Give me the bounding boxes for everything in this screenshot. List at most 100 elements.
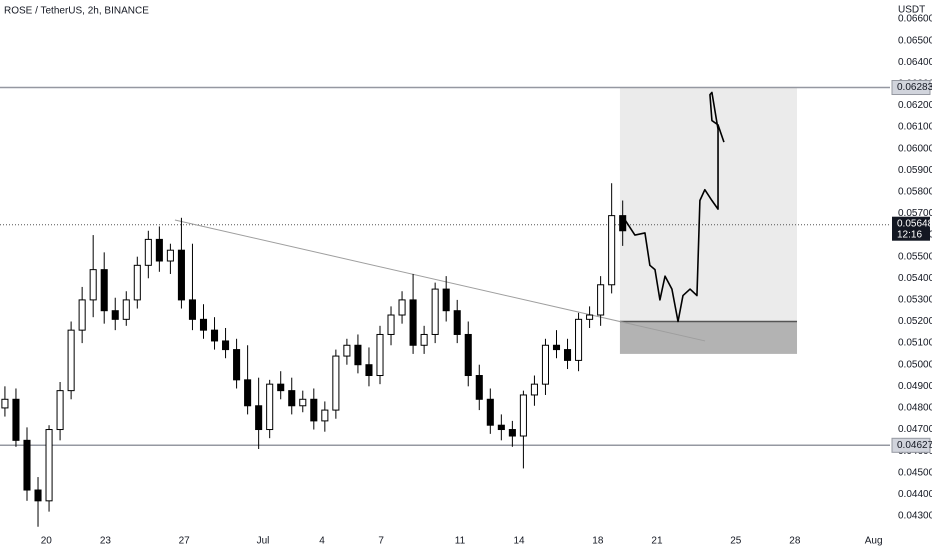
candle-body <box>244 379 252 407</box>
candle-body <box>563 349 572 361</box>
y-tick-label: 0.04500 <box>898 467 932 478</box>
candle-body <box>310 398 318 422</box>
x-tick-label: Jul <box>257 536 270 547</box>
candle-body <box>177 249 185 301</box>
candle-body <box>45 429 53 502</box>
candle-body <box>266 383 274 431</box>
candle-body <box>365 364 373 377</box>
candle-body <box>431 288 439 335</box>
x-tick-label: Aug <box>865 536 883 547</box>
candle-body <box>608 215 616 286</box>
candle-body <box>34 489 42 502</box>
x-tick-label: 28 <box>789 536 801 547</box>
candle-body <box>144 238 152 266</box>
y-tick-label: 0.05900 <box>898 165 932 176</box>
candle-body <box>420 333 428 346</box>
x-tick-label: 23 <box>100 536 112 547</box>
candle-body <box>575 318 583 361</box>
candle-body <box>541 344 549 385</box>
candle-body <box>552 344 561 351</box>
candle-body <box>376 333 384 377</box>
y-axis-label: USDT <box>898 5 925 16</box>
candle-body <box>597 284 605 316</box>
candle-body <box>332 355 340 411</box>
candle-body <box>453 310 461 335</box>
y-tick-label: 0.04900 <box>898 381 932 392</box>
y-tick-label: 0.04800 <box>898 403 932 414</box>
candle-body <box>299 398 307 407</box>
price-tag <box>891 437 931 453</box>
y-tick-label: 0.05300 <box>898 295 932 306</box>
candle-body <box>78 299 86 331</box>
candle-body <box>89 269 97 301</box>
last-price-tag <box>892 216 930 241</box>
price-tag <box>891 80 931 96</box>
candle-body <box>442 288 450 312</box>
candle-body <box>387 314 395 335</box>
candle-body <box>398 299 406 316</box>
x-tick-label: 18 <box>592 536 604 547</box>
y-tick-label: 0.05000 <box>898 359 932 370</box>
candle-body <box>12 398 20 441</box>
y-tick-label: 0.05500 <box>898 251 932 262</box>
candle-body <box>188 299 196 320</box>
candle-body <box>111 310 119 320</box>
y-tick-label: 0.06500 <box>898 35 932 46</box>
x-tick-label: 21 <box>651 536 663 547</box>
trendline <box>174 219 706 342</box>
candle-body <box>56 390 64 431</box>
candle-body <box>475 375 483 400</box>
chart-title: ROSE / TetherUS, 2h, BINANCE <box>4 6 149 17</box>
candle-body <box>133 264 141 301</box>
candle-body <box>343 344 351 357</box>
candle-body <box>619 215 627 232</box>
candle-body <box>497 424 505 431</box>
candle-body <box>530 383 538 396</box>
x-tick-label: 7 <box>378 536 384 547</box>
price-tag-label: 0.04627 <box>897 440 932 451</box>
y-tick-label: 0.05400 <box>898 273 932 284</box>
y-tick-label: 0.06100 <box>898 122 932 133</box>
candle-body <box>100 269 108 312</box>
stop-zone <box>619 321 798 354</box>
y-tick-label: 0.05700 <box>898 208 932 219</box>
candle-body <box>155 238 163 262</box>
target-zone <box>619 87 798 322</box>
x-tick-label: 27 <box>179 536 191 547</box>
y-tick-label: 0.06000 <box>898 143 932 154</box>
price-tag-label: 0.06283 <box>897 82 932 93</box>
candle-body <box>166 249 174 262</box>
candle-body <box>508 429 516 437</box>
candle-body <box>586 314 594 320</box>
candle-body <box>519 394 527 437</box>
candle-body <box>288 390 296 407</box>
y-tick-label: 0.06400 <box>898 57 932 68</box>
y-tick-label: 0.04700 <box>898 424 932 435</box>
candle-body <box>199 318 208 331</box>
candle-body <box>23 439 31 491</box>
candle-body <box>409 299 417 346</box>
candle-body <box>486 398 494 426</box>
y-tick-label: 0.05100 <box>898 338 932 349</box>
candle-body <box>277 383 285 392</box>
x-tick-label: 20 <box>41 536 53 547</box>
candle-body <box>210 329 219 342</box>
candle-body <box>464 333 472 377</box>
x-tick-label: 14 <box>514 536 526 547</box>
y-tick-label: 0.06200 <box>898 100 932 111</box>
candle-body <box>122 299 130 320</box>
last-price-label: 0.05648 <box>897 218 932 229</box>
forecast-line <box>624 91 725 323</box>
candle-body <box>67 329 75 392</box>
y-tick-label: 0.04400 <box>898 489 932 500</box>
x-tick-label: 4 <box>319 536 325 547</box>
y-tick-label: 0.05800 <box>898 187 932 198</box>
candle-body <box>233 349 241 381</box>
candle-body <box>255 405 263 431</box>
x-tick-label: 11 <box>455 536 466 547</box>
x-tick-label: 25 <box>730 536 742 547</box>
y-tick-label: 0.05200 <box>898 316 932 327</box>
y-tick-label: 0.04300 <box>898 511 932 522</box>
candle-body <box>354 344 362 366</box>
